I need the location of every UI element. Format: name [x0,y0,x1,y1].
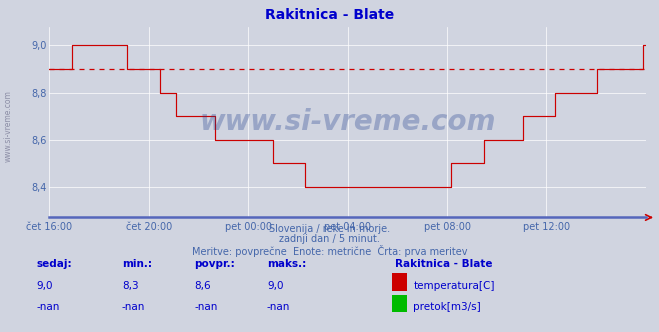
Text: -nan: -nan [267,302,290,312]
Text: -nan: -nan [194,302,217,312]
Text: zadnji dan / 5 minut.: zadnji dan / 5 minut. [279,234,380,244]
Text: Rakitnica - Blate: Rakitnica - Blate [395,259,493,269]
Text: 9,0: 9,0 [36,281,53,291]
Text: www.si-vreme.com: www.si-vreme.com [200,108,496,136]
Text: -nan: -nan [36,302,59,312]
Text: -nan: -nan [122,302,145,312]
Text: Meritve: povprečne  Enote: metrične  Črta: prva meritev: Meritve: povprečne Enote: metrične Črta:… [192,245,467,257]
Text: Slovenija / reke in morje.: Slovenija / reke in morje. [269,224,390,234]
Text: sedaj:: sedaj: [36,259,72,269]
Text: pretok[m3/s]: pretok[m3/s] [413,302,481,312]
Text: maks.:: maks.: [267,259,306,269]
Text: 8,6: 8,6 [194,281,211,291]
Text: 8,3: 8,3 [122,281,138,291]
Text: temperatura[C]: temperatura[C] [413,281,495,291]
Text: povpr.:: povpr.: [194,259,235,269]
Text: www.si-vreme.com: www.si-vreme.com [4,90,13,162]
Text: Rakitnica - Blate: Rakitnica - Blate [265,8,394,22]
Text: 9,0: 9,0 [267,281,283,291]
Text: min.:: min.: [122,259,152,269]
